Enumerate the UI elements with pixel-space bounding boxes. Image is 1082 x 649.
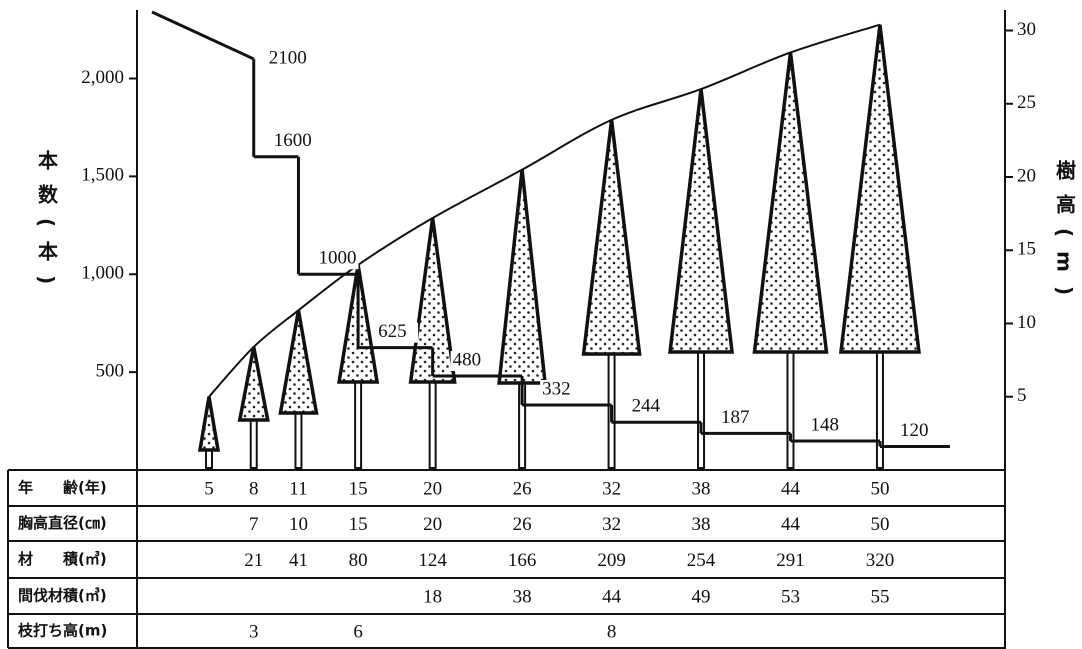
- table-cell: 32: [602, 514, 621, 535]
- tree-trunk: [295, 413, 301, 468]
- tree-trunk: [251, 420, 257, 468]
- table-cell: 11: [289, 478, 307, 499]
- table-cell: 38: [692, 478, 711, 499]
- table-cell: 50: [870, 514, 889, 535]
- table-cell: 50: [870, 478, 889, 499]
- table-cell: 26: [513, 478, 532, 499]
- table-cell: 26: [513, 514, 532, 535]
- tree-trunk: [787, 352, 793, 468]
- tree: [280, 310, 316, 413]
- table-cell: 15: [349, 514, 368, 535]
- density-label: 1600: [274, 130, 312, 151]
- density-label: 187: [721, 407, 750, 428]
- density-label: 332: [542, 378, 571, 399]
- table-cell: 49: [692, 586, 711, 607]
- table-cell: 18: [423, 586, 442, 607]
- table-cell: 10: [289, 514, 308, 535]
- tree: [499, 170, 545, 383]
- table-cell: 166: [508, 550, 537, 571]
- tree: [841, 25, 919, 352]
- tree-trunk: [206, 450, 212, 468]
- table-cell: 3: [249, 621, 259, 642]
- table-cell: 8: [607, 621, 617, 642]
- density-step: [152, 12, 254, 59]
- table-cell: 41: [289, 550, 308, 571]
- table-cell: 44: [781, 478, 801, 499]
- tree-trunk: [430, 382, 436, 468]
- table-cell: 5: [204, 478, 214, 499]
- table-cell: 32: [602, 478, 621, 499]
- density-label: 480: [453, 349, 482, 370]
- table-cell: 20: [423, 514, 442, 535]
- density-label: 244: [632, 396, 661, 417]
- density-label: 148: [810, 414, 839, 435]
- density-label: 120: [900, 420, 929, 441]
- tree: [670, 89, 732, 352]
- y2-tick-label: 20: [1017, 165, 1036, 186]
- y-tick-label: 1,000: [81, 263, 124, 284]
- tree: [200, 397, 218, 450]
- tree: [584, 120, 640, 354]
- y-tick-label: 500: [96, 360, 125, 381]
- y-tick-label: 1,500: [81, 165, 124, 186]
- table-cell: 53: [781, 586, 800, 607]
- table-cell: 55: [870, 586, 889, 607]
- table-cell: 6: [353, 621, 363, 642]
- table-cell: 291: [776, 550, 805, 571]
- density-label: 1000: [318, 248, 356, 269]
- y2-tick-label: 15: [1017, 239, 1036, 260]
- table-cell: 80: [349, 550, 368, 571]
- tree-trunk: [355, 382, 361, 468]
- density-label: 2100: [269, 47, 307, 68]
- chart: 本数(本) 樹高(m) 500 1,000 1,500 2,000 5 10 15 20 25 3…: [0, 0, 1082, 649]
- y2-tick-label: 10: [1017, 312, 1036, 333]
- row-label: 胸高直径(㎝): [18, 514, 107, 532]
- table-cell: 38: [692, 514, 711, 535]
- tree: [754, 52, 826, 352]
- table-cell: 44: [602, 586, 622, 607]
- page: {"chart_data":{"type":"step", "ylabel":"…: [0, 0, 1082, 649]
- table-cell: 15: [349, 478, 368, 499]
- y2-tick-label: 5: [1017, 385, 1027, 406]
- row-label: 年 齢(年): [18, 479, 107, 497]
- table-cell: 8: [249, 478, 259, 499]
- y2-axis-label: 樹高(m): [1053, 159, 1077, 310]
- table-cell: 320: [866, 550, 895, 571]
- tree-trunk: [698, 352, 704, 468]
- density-label: 625: [378, 321, 407, 342]
- row-label: 間伐材積(㎥): [18, 587, 107, 605]
- table-cell: 38: [513, 586, 532, 607]
- y-tick-label: 2,000: [81, 67, 124, 88]
- table-cell: 124: [418, 550, 447, 571]
- table-cell: 254: [687, 550, 716, 571]
- row-label: 枝打ち高(m): [18, 622, 107, 640]
- y-axis-label: 本数(本): [35, 150, 59, 299]
- table-cell: 7: [249, 514, 259, 535]
- y2-tick-label: 25: [1017, 92, 1036, 113]
- y2-tick-label: 30: [1017, 19, 1036, 40]
- tree-trunk: [877, 352, 883, 468]
- table-cell: 20: [423, 478, 442, 499]
- row-label: 材 積(㎥): [18, 550, 107, 568]
- table-cell: 209: [597, 550, 626, 571]
- table-cell: 44: [781, 514, 801, 535]
- table-cell: 21: [244, 550, 263, 571]
